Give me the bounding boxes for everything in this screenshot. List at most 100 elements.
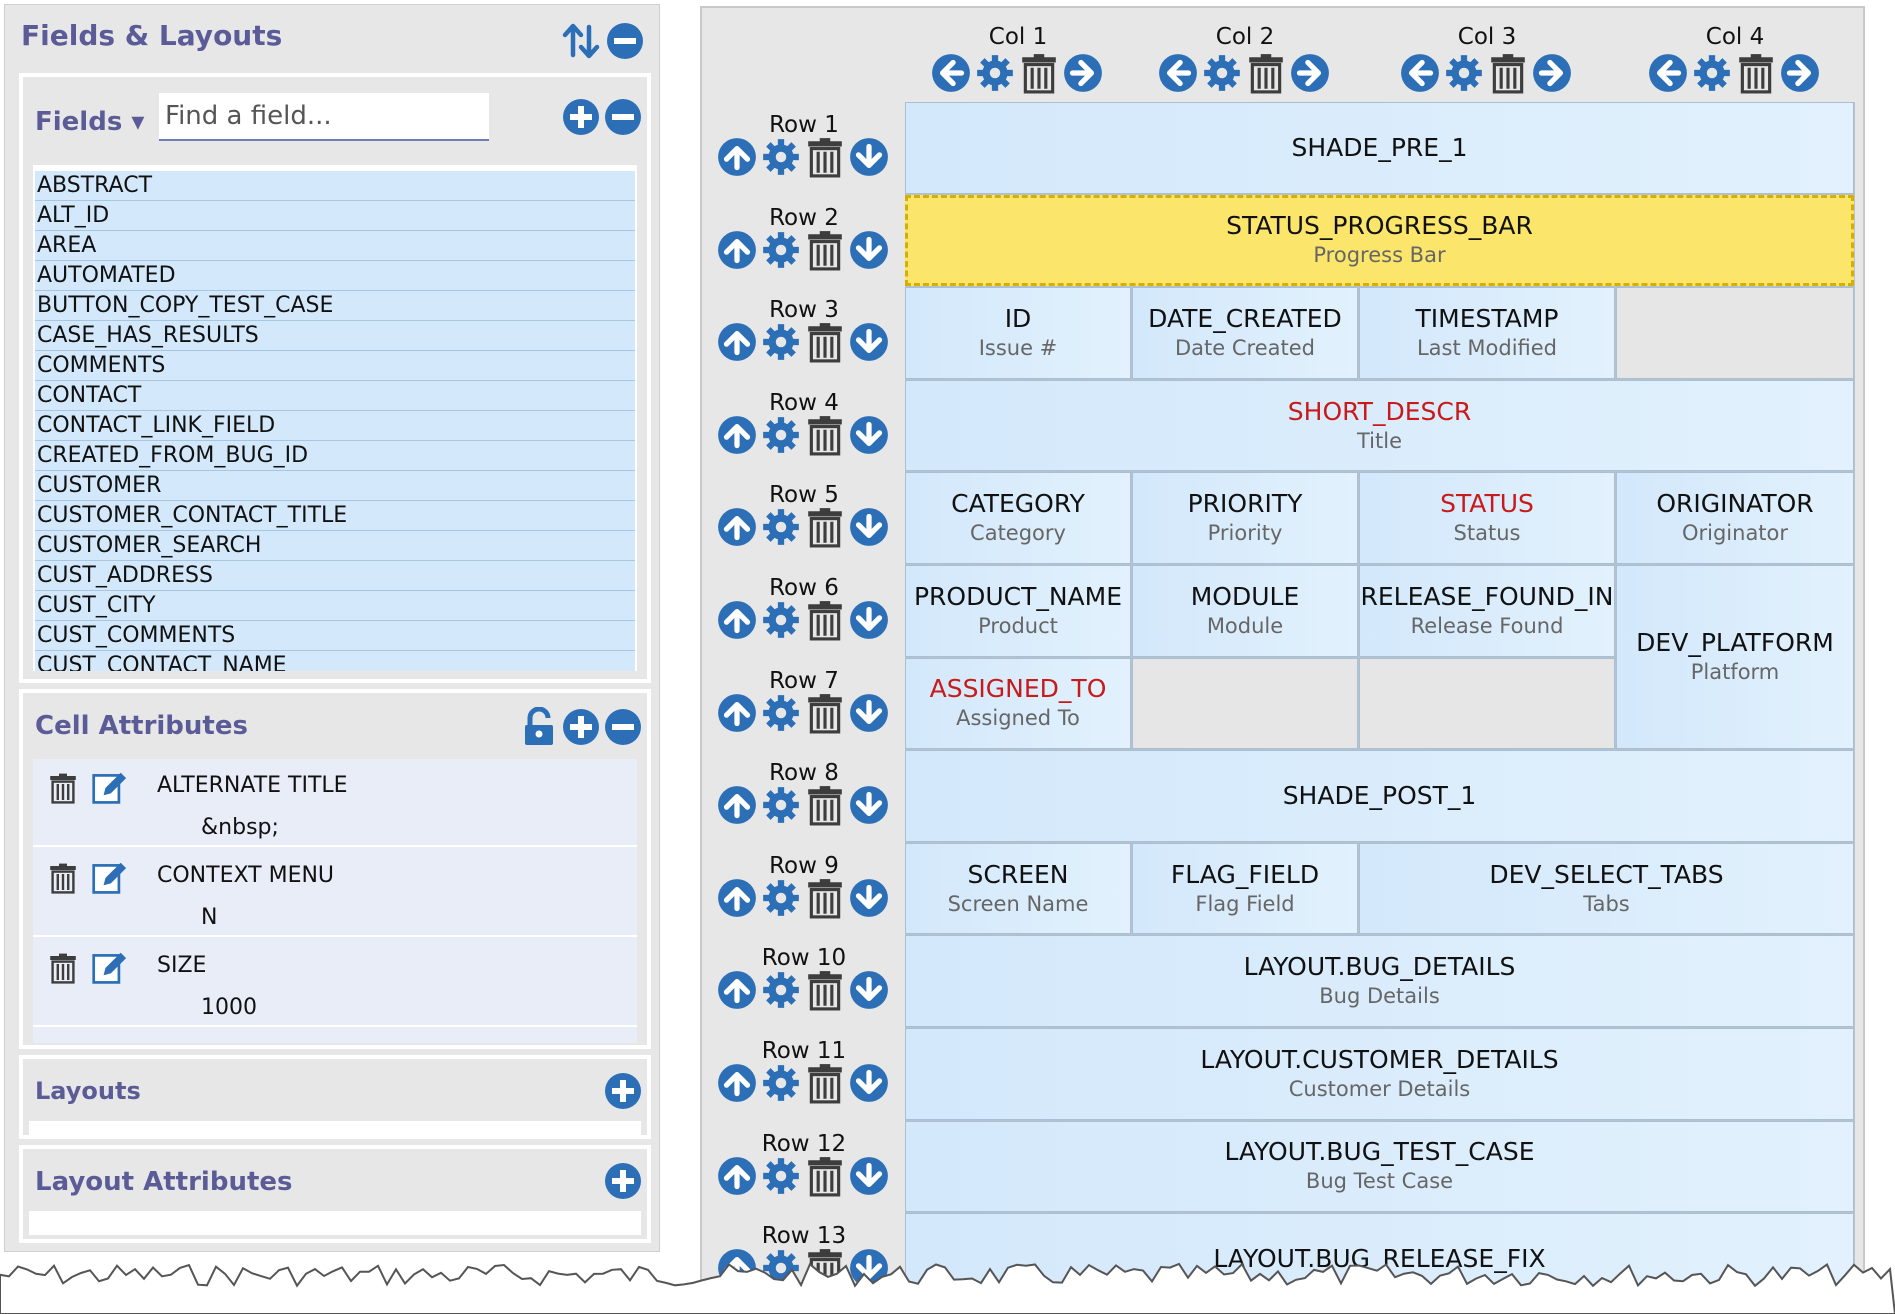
delete-row-icon[interactable] (804, 969, 846, 1011)
delete-row-icon[interactable] (804, 877, 846, 919)
field-list-item[interactable]: CONTACT_LINK_FIELD (35, 411, 635, 441)
row-settings-icon[interactable] (760, 229, 802, 271)
column-settings-icon[interactable] (1443, 52, 1485, 94)
delete-column-icon[interactable] (1735, 52, 1777, 94)
move-row-up-icon[interactable] (716, 136, 758, 178)
move-row-down-icon[interactable] (848, 877, 890, 919)
column-settings-icon[interactable] (974, 52, 1016, 94)
grid-cell[interactable]: MODULE Module (1132, 565, 1358, 657)
move-column-left-icon[interactable] (1157, 52, 1199, 94)
sort-icon[interactable] (561, 21, 601, 61)
move-row-down-icon[interactable] (848, 414, 890, 456)
grid-cell[interactable]: TIMESTAMP Last Modified (1359, 287, 1615, 379)
field-list-item[interactable]: CUSTOMER_CONTACT_TITLE (35, 501, 635, 531)
delete-row-icon[interactable] (804, 414, 846, 456)
row-settings-icon[interactable] (760, 784, 802, 826)
move-row-up-icon[interactable] (716, 784, 758, 826)
delete-row-icon[interactable] (804, 136, 846, 178)
move-row-up-icon[interactable] (716, 599, 758, 641)
delete-attribute-icon[interactable] (47, 859, 79, 897)
row-settings-icon[interactable] (760, 414, 802, 456)
move-column-left-icon[interactable] (930, 52, 972, 94)
column-settings-icon[interactable] (1691, 52, 1733, 94)
grid-cell[interactable]: SHADE_PRE_1 (905, 102, 1854, 194)
row-settings-icon[interactable] (760, 969, 802, 1011)
field-list-item[interactable]: CASE_HAS_RESULTS (35, 321, 635, 351)
remove-attribute-icon[interactable] (603, 707, 643, 747)
row-settings-icon[interactable] (760, 1155, 802, 1197)
grid-cell[interactable]: SHORT_DESCR Title (905, 379, 1854, 472)
grid-cell[interactable]: STATUS Status (1359, 472, 1615, 564)
delete-row-icon[interactable] (804, 784, 846, 826)
move-column-right-icon[interactable] (1779, 52, 1821, 94)
grid-cell[interactable]: STATUS_PROGRESS_BAR Progress Bar (905, 194, 1854, 287)
field-list-item[interactable]: BUTTON_COPY_TEST_CASE (35, 291, 635, 321)
delete-row-icon[interactable] (804, 229, 846, 271)
grid-cell[interactable]: LAYOUT.BUG_DETAILS Bug Details (905, 935, 1854, 1027)
delete-row-icon[interactable] (804, 1155, 846, 1197)
row-settings-icon[interactable] (760, 1062, 802, 1104)
delete-row-icon[interactable] (804, 321, 846, 363)
move-row-down-icon[interactable] (848, 969, 890, 1011)
move-row-down-icon[interactable] (848, 1062, 890, 1104)
grid-cell[interactable]: SCREEN Screen Name (905, 842, 1131, 935)
field-list-item[interactable]: CUSTOMER (35, 471, 635, 501)
row-settings-icon[interactable] (760, 877, 802, 919)
empty-grid-cell[interactable] (1132, 657, 1358, 750)
grid-cell[interactable]: PRODUCT_NAME Product (905, 565, 1131, 657)
move-row-up-icon[interactable] (716, 969, 758, 1011)
move-row-up-icon[interactable] (716, 414, 758, 456)
field-list-item[interactable]: AUTOMATED (35, 261, 635, 291)
move-row-up-icon[interactable] (716, 1062, 758, 1104)
edit-attribute-icon[interactable] (91, 769, 127, 807)
remove-field-icon[interactable] (603, 97, 643, 137)
field-list-item[interactable]: CUSTOMER_SEARCH (35, 531, 635, 561)
delete-row-icon[interactable] (804, 1062, 846, 1104)
add-layout-attribute-icon[interactable] (603, 1161, 643, 1201)
grid-cell[interactable]: ASSIGNED_TO Assigned To (905, 657, 1131, 750)
grid-cell[interactable]: DEV_PLATFORM Platform (1616, 565, 1854, 750)
move-row-down-icon[interactable] (848, 321, 890, 363)
move-column-right-icon[interactable] (1531, 52, 1573, 94)
field-list-item[interactable]: CREATED_FROM_BUG_ID (35, 441, 635, 471)
move-column-right-icon[interactable] (1062, 52, 1104, 94)
move-row-down-icon[interactable] (848, 1155, 890, 1197)
add-field-icon[interactable] (561, 97, 601, 137)
field-list-item[interactable]: COMMENTS (35, 351, 635, 381)
row-settings-icon[interactable] (760, 321, 802, 363)
field-list-item[interactable]: CUST_CITY (35, 591, 635, 621)
move-row-down-icon[interactable] (848, 599, 890, 641)
move-column-left-icon[interactable] (1399, 52, 1441, 94)
column-settings-icon[interactable] (1201, 52, 1243, 94)
grid-cell[interactable]: LAYOUT.CUSTOMER_DETAILS Customer Details (905, 1028, 1854, 1120)
move-row-up-icon[interactable] (716, 1155, 758, 1197)
move-row-up-icon[interactable] (716, 321, 758, 363)
move-column-right-icon[interactable] (1289, 52, 1331, 94)
grid-cell[interactable]: ID Issue # (905, 287, 1131, 379)
row-settings-icon[interactable] (760, 599, 802, 641)
grid-cell[interactable]: RELEASE_FOUND_IN Release Found (1359, 565, 1615, 657)
row-settings-icon[interactable] (760, 506, 802, 548)
move-row-down-icon[interactable] (848, 692, 890, 734)
edit-attribute-icon[interactable] (91, 949, 127, 987)
grid-cell[interactable]: FLAG_FIELD Flag Field (1132, 842, 1358, 935)
grid-cell[interactable]: DEV_SELECT_TABS Tabs (1359, 842, 1854, 935)
move-row-down-icon[interactable] (848, 784, 890, 826)
move-row-up-icon[interactable] (716, 506, 758, 548)
grid-cell[interactable]: SHADE_POST_1 (905, 750, 1854, 842)
row-settings-icon[interactable] (760, 692, 802, 734)
empty-grid-cell[interactable] (1359, 657, 1615, 750)
field-list-item[interactable]: CUST_CONTACT_NAME (35, 651, 635, 671)
grid-cell[interactable]: DATE_CREATED Date Created (1132, 287, 1358, 379)
field-list-item[interactable]: AREA (35, 231, 635, 261)
move-row-up-icon[interactable] (716, 229, 758, 271)
grid-cell[interactable]: CATEGORY Category (905, 472, 1131, 564)
collapse-panel-icon[interactable] (605, 21, 645, 61)
delete-attribute-icon[interactable] (47, 949, 79, 987)
move-row-down-icon[interactable] (848, 136, 890, 178)
delete-column-icon[interactable] (1487, 52, 1529, 94)
delete-attribute-icon[interactable] (47, 769, 79, 807)
field-search-input[interactable] (159, 93, 489, 141)
delete-column-icon[interactable] (1018, 52, 1060, 94)
empty-grid-cell[interactable] (1616, 287, 1854, 379)
